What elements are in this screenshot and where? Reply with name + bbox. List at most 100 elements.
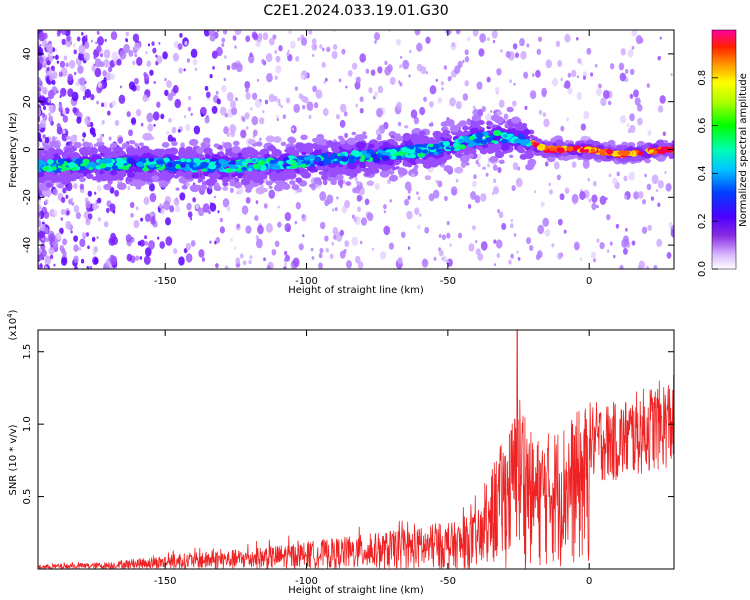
spectrogram-cell	[284, 212, 292, 222]
spectrogram-cell	[542, 112, 547, 118]
spectrogram-cell	[249, 52, 253, 58]
spectrogram-cell	[209, 202, 217, 212]
spectrogram-cell	[86, 266, 89, 269]
spectrogram-cell	[255, 238, 263, 249]
spectrogram-cell	[234, 165, 239, 170]
spectrogram-cell	[85, 173, 94, 180]
spectrogram-cell	[131, 84, 137, 92]
spectrogram-cell	[78, 246, 82, 251]
spectrogram-cell	[474, 195, 481, 204]
spectrogram-cell	[505, 50, 511, 59]
spectrogram-cell	[534, 190, 537, 194]
spectrogram-cell	[413, 136, 425, 145]
spectrogram-cell	[321, 47, 325, 52]
spectrogram-cell	[467, 153, 475, 159]
spectrogram-cell	[519, 139, 529, 146]
spectrogram-cell	[428, 193, 435, 202]
spectrogram-cell	[45, 70, 48, 74]
spectrogram-cell	[56, 122, 61, 129]
spectrogram-cell	[302, 234, 305, 238]
spectrogram-cell	[659, 95, 666, 104]
spectrogram-cell	[345, 181, 352, 186]
spectrogram-cell	[122, 165, 130, 171]
spectrogram-cell	[472, 225, 476, 231]
spectrogram-cell	[273, 184, 284, 192]
spectrogram-cell	[438, 233, 442, 238]
spectrogram-cell	[331, 241, 335, 246]
spectrogram-cell	[390, 135, 395, 139]
snr-ytick-label: 1.0	[22, 416, 33, 432]
spectrogram-cell	[234, 97, 238, 102]
spectrogram-cell	[269, 159, 276, 165]
spectrogram-cell	[179, 32, 183, 38]
spectrogram-cell	[468, 243, 475, 252]
spectrogram-cell	[513, 139, 520, 144]
spectrogram-cell	[42, 171, 53, 179]
spectrogram-cell	[233, 181, 243, 189]
spectrogram-cell	[517, 256, 521, 261]
spectrogram-cell	[316, 164, 324, 171]
spectrogram-cell	[591, 194, 598, 203]
spectrogram-cell	[536, 144, 546, 151]
spectrogram-cell	[462, 59, 465, 64]
spectrogram-cell	[89, 127, 96, 136]
spectrogram-cell	[415, 148, 423, 154]
spectrogram-cell	[66, 35, 71, 42]
spectrogram-cell	[223, 77, 227, 82]
spectrogram-cell	[38, 46, 44, 57]
spectrogram-cell	[457, 232, 463, 239]
spectrogram-cell	[575, 36, 579, 41]
spectrogram-cell	[432, 189, 440, 199]
spectrogram-cell	[61, 38, 67, 46]
spectrogram-cell	[52, 240, 59, 249]
spectrogram-cell	[477, 146, 484, 151]
spectrogram-cell	[497, 209, 500, 213]
spectrogram-cell	[629, 113, 635, 122]
spectrogram-cell	[50, 166, 57, 171]
spectrogram-cell	[473, 174, 477, 180]
spectrogram-cell	[40, 243, 46, 251]
spectrogram-cell	[69, 141, 73, 147]
spectrogram-cell	[633, 89, 639, 98]
colorbar-gradient	[711, 29, 737, 270]
spectrogram-cell	[251, 153, 255, 157]
spectrogram-cell	[257, 224, 264, 235]
spectrogram-cell	[298, 156, 304, 161]
spectrogram-cell	[60, 208, 66, 215]
spectrogram-cell	[212, 66, 215, 70]
spectrogram-cell	[98, 159, 107, 165]
spectrogram-cell	[55, 136, 58, 140]
spectrogram-cell	[309, 163, 316, 168]
spectrogram-cell	[301, 151, 307, 156]
spectrogram-cell	[62, 134, 68, 142]
spectrogram-cell	[119, 49, 127, 60]
spectrogram-cell	[400, 231, 406, 239]
spectrogram-cell	[140, 217, 144, 222]
spectrogram-cell	[38, 202, 42, 213]
spectrogram-cell	[94, 191, 97, 195]
spectrogram-cell	[506, 106, 514, 113]
spectrogram-cell	[618, 62, 625, 71]
spectrogram-cell	[151, 41, 155, 46]
snr-axes: -150 -100 -50 0 0.5 1.0 1.5	[22, 330, 674, 587]
spectrogram-cell	[268, 93, 275, 103]
spectrogram-cell	[119, 85, 122, 89]
spectrogram-cell	[132, 179, 143, 188]
spectrogram-cell	[74, 265, 78, 269]
spectrogram-cell	[110, 151, 118, 158]
snr-xlabel: Height of straight line (km)	[288, 585, 424, 596]
spectrogram-cell	[237, 152, 243, 157]
spectrogram-cell	[497, 166, 502, 174]
spectrogram-cell	[370, 153, 378, 159]
spectrogram-cell	[508, 259, 512, 265]
spectrogram-cell	[313, 168, 318, 173]
spectrogram-cell	[537, 224, 545, 235]
spectrogram-cell	[173, 40, 179, 49]
spectrogram-cell	[548, 146, 556, 152]
spectrogram-cell	[274, 75, 278, 81]
spectrogram-cell	[44, 227, 49, 234]
spectrogram-cell	[567, 87, 573, 95]
spectrogram-cell	[629, 124, 636, 134]
spectrogram-cell	[610, 146, 616, 151]
spectrogram-cell	[282, 114, 287, 120]
